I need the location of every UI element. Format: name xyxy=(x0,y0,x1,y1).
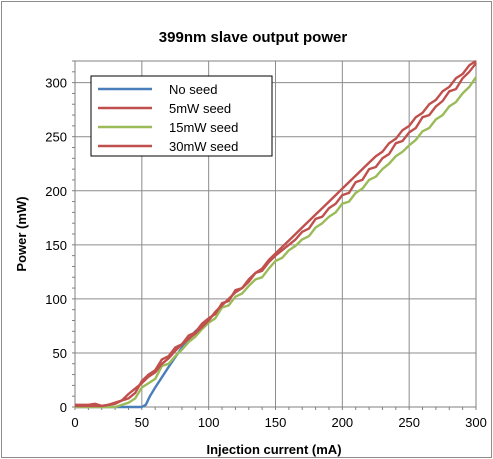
y-tick-label: 100 xyxy=(45,292,67,307)
series-line-5mw-seed xyxy=(75,62,477,408)
x-tick-label: 250 xyxy=(398,415,420,430)
y-tick-label: 150 xyxy=(45,238,67,253)
x-tick-label: 150 xyxy=(265,415,287,430)
x-tick-label: 200 xyxy=(331,415,353,430)
plot-area-border xyxy=(74,60,477,408)
x-tick-label: 100 xyxy=(198,415,220,430)
y-tick-label: 300 xyxy=(45,76,67,91)
y-tick-label: 50 xyxy=(53,346,67,361)
series-line-30mw-seed xyxy=(75,59,477,408)
x-tick-label: 300 xyxy=(465,415,487,430)
series-line-15mw-seed xyxy=(75,76,477,409)
legend-label: 5mW seed xyxy=(169,101,231,116)
legend-label: No seed xyxy=(169,82,217,97)
legend: No seed 5mW seed 15mW seed 30mW seed xyxy=(90,75,273,157)
series-group xyxy=(75,59,477,409)
legend-label: 30mW seed xyxy=(169,139,238,154)
chart-title: 399nm slave output power xyxy=(159,29,348,46)
gridlines xyxy=(72,60,477,410)
legend-label: 15mW seed xyxy=(169,120,238,135)
x-tick-label: 0 xyxy=(71,415,78,430)
x-axis-label: Injection current (mA) xyxy=(206,442,341,457)
y-tick-label: 250 xyxy=(45,130,67,145)
x-axis-ticks: 0 50 100 150 200 250 300 xyxy=(71,415,486,430)
y-axis-ticks: 0 50 100 150 200 250 300 xyxy=(45,76,67,415)
x-tick-label: 50 xyxy=(135,415,149,430)
y-tick-label: 0 xyxy=(60,400,67,415)
y-axis-label: Power (mW) xyxy=(14,196,29,271)
y-tick-label: 200 xyxy=(45,184,67,199)
